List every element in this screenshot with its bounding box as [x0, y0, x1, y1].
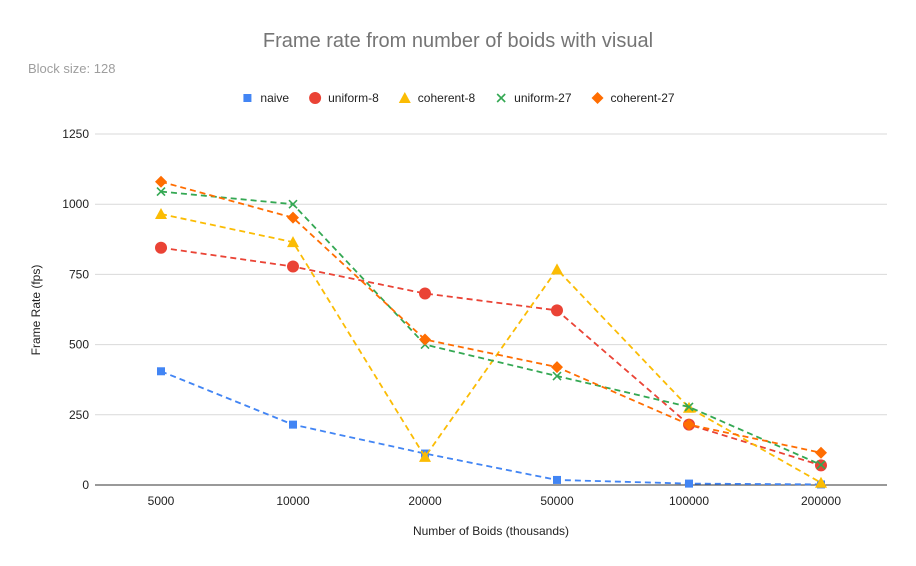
y-tick-label: 1000 [62, 197, 89, 211]
data-point-coherent-8 [287, 236, 299, 248]
chart-title: Frame rate from number of boids with vis… [263, 30, 653, 52]
legend-marker-uniform-27 [496, 93, 506, 103]
data-point-coherent-27 [815, 446, 827, 459]
series-line-uniform-8 [160, 246, 822, 467]
x-tick-label: 5000 [148, 494, 175, 508]
data-point-uniform-27 [684, 402, 694, 412]
data-point-uniform-27 [816, 460, 826, 470]
data-point-uniform-27 [156, 186, 166, 197]
series-uniform-8 [155, 241, 827, 472]
legend-marker-coherent-8 [398, 92, 411, 103]
y-tick-label: 500 [69, 338, 89, 352]
legend-label: coherent-27 [611, 91, 675, 105]
legend-label: naive [260, 91, 289, 105]
data-point-coherent-27 [419, 333, 431, 346]
data-point-coherent-8 [155, 208, 167, 220]
x-tick-label: 200000 [801, 494, 841, 508]
x-tick-label: 10000 [276, 494, 310, 508]
y-tick-label: 250 [69, 408, 89, 422]
legend-marker-naive [243, 94, 252, 102]
legend-marker-coherent-27 [591, 92, 604, 104]
data-point-uniform-8 [419, 287, 431, 300]
legend-label: coherent-8 [418, 91, 476, 105]
legend-label: uniform-27 [514, 91, 572, 105]
data-point-naive [157, 367, 165, 376]
data-point-naive [289, 420, 297, 429]
series-line-naive [160, 370, 822, 486]
data-point-coherent-27 [551, 361, 563, 374]
series-line-coherent-8 [160, 213, 822, 484]
data-point-uniform-27 [552, 371, 562, 381]
series-layer [155, 175, 827, 489]
series-uniform-27 [156, 186, 826, 470]
y-tick-label: 750 [69, 267, 89, 281]
data-point-naive [685, 479, 693, 488]
legend-item-naive: naive [243, 91, 289, 105]
data-point-uniform-27 [288, 199, 298, 209]
x-tick-label: 100000 [669, 494, 709, 508]
legend: naive uniform-8 coherent-8 uniform-27 cohere… [243, 91, 675, 105]
data-point-coherent-8 [815, 476, 827, 488]
data-point-coherent-27 [287, 211, 299, 224]
legend-item-coherent-8: coherent-8 [398, 91, 476, 105]
x-axis-title: Number of Boids (thousands) [413, 524, 569, 538]
legend-marker-uniform-8 [309, 92, 322, 104]
x-tick-label: 20000 [408, 494, 442, 508]
series-line-uniform-27 [160, 190, 822, 466]
series-line-coherent-27 [160, 180, 822, 454]
data-point-coherent-27 [155, 175, 167, 188]
y-tick-label: 0 [82, 478, 89, 492]
series-coherent-8 [155, 208, 827, 488]
x-tick-label: 50000 [540, 494, 574, 508]
chart-subtitle: Block size: 128 [28, 61, 115, 76]
legend-item-uniform-27: uniform-27 [496, 91, 572, 105]
legend-label: uniform-8 [328, 91, 379, 105]
data-point-coherent-27 [683, 418, 695, 431]
data-point-coherent-8 [551, 263, 563, 275]
data-point-uniform-8 [287, 260, 299, 273]
legend-item-uniform-8: uniform-8 [309, 91, 379, 105]
y-axis-ticks: 0 250 500 750 1000 1250 [62, 127, 89, 492]
series-coherent-27 [155, 175, 827, 459]
series-naive [157, 367, 825, 489]
data-point-uniform-8 [155, 241, 167, 254]
y-tick-label: 1250 [62, 127, 89, 141]
y-axis-title: Frame Rate (fps) [29, 265, 43, 356]
gridlines [95, 133, 887, 486]
legend-item-coherent-27: coherent-27 [591, 91, 675, 105]
data-point-coherent-8 [419, 450, 431, 462]
data-point-naive [553, 475, 561, 484]
data-point-uniform-8 [551, 304, 563, 317]
x-axis-ticks: 5000 10000 20000 50000 100000 200000 [148, 494, 842, 508]
